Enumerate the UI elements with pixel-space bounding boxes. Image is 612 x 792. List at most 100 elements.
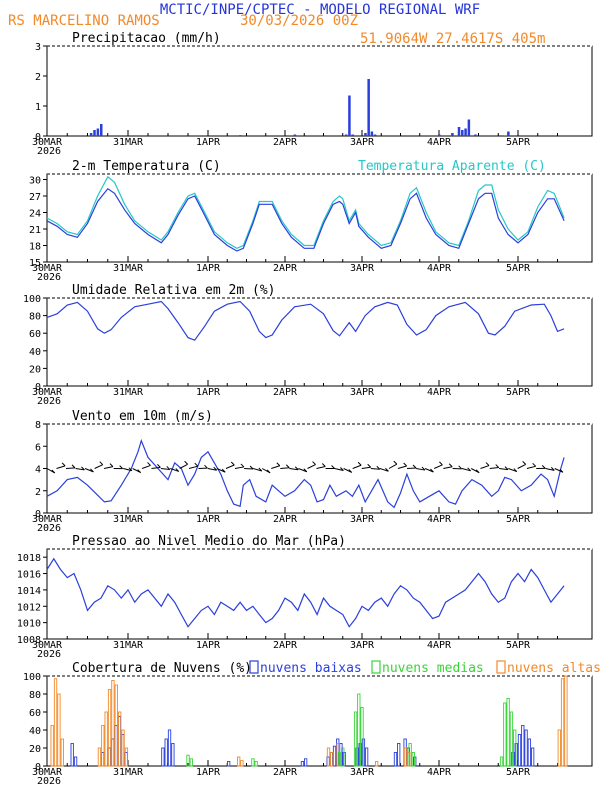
- y-tick-label: 0: [35, 382, 41, 393]
- year-label: 2026: [37, 523, 61, 534]
- wind-barb: [316, 465, 326, 469]
- station-name: RS MARCELINO RAMOS: [8, 13, 160, 29]
- x-tick-label: 1APR: [196, 387, 221, 398]
- cloud-bar: [524, 729, 528, 767]
- y-tick-label: 15: [29, 258, 41, 269]
- wind-barb-flag: [258, 467, 263, 472]
- y-tick-label: 20: [29, 364, 41, 375]
- cloud-bar: [326, 747, 331, 767]
- wind-barb-flag: [175, 468, 180, 472]
- precip-bar: [370, 131, 374, 136]
- wind-barb-flag: [475, 469, 480, 474]
- cloud-bar: [513, 729, 517, 767]
- cloud-bar: [393, 752, 398, 767]
- panel-rh: 0 20 40 60 80 100 30MAR 31MAR 1APR 2APR 3APR 4APR 5A…: [23, 283, 593, 407]
- y-tick-label: 2: [35, 487, 41, 498]
- cloud-bar: [300, 761, 305, 767]
- x-tick-label: 30MAR: [32, 640, 63, 651]
- y-tick-label: 60: [29, 329, 41, 340]
- y-tick-label: 27: [29, 192, 41, 203]
- legend-entry: nuvens baixas: [260, 661, 362, 676]
- wind-barb-flag: [376, 465, 381, 470]
- x-tick-label: 5APR: [506, 137, 531, 148]
- panel-temp: 15 18 21 24 27 30 30MAR 31MAR 1APR 2APR 3APR 4APR 5A…: [29, 159, 593, 283]
- wind-barb-flag: [340, 467, 344, 471]
- wind-barb-flag: [157, 464, 161, 468]
- y-tick-label: 1: [35, 102, 41, 113]
- cloud-bar: [164, 738, 168, 767]
- chart-title: MCTIC/INPE/CPTEC - MODELO REGIONAL WRF: [160, 2, 480, 18]
- x-tick-label: 30MAR: [32, 387, 63, 398]
- cloud-bar: [189, 758, 193, 767]
- x-tick-label: 3APR: [350, 514, 375, 525]
- precip-bar: [367, 79, 370, 136]
- wind-barb-flag: [321, 463, 326, 467]
- wind-barb-flag: [385, 467, 389, 472]
- wind-barb-flag: [109, 463, 114, 467]
- cloud-bar: [60, 738, 64, 767]
- cloud-bar: [360, 707, 364, 767]
- y-tick-label: 4: [35, 465, 41, 476]
- wind-barb-flag: [137, 469, 142, 473]
- wind-barb-flag: [51, 469, 56, 474]
- precip-bar: [373, 134, 377, 136]
- wind-barb-flag: [495, 464, 500, 468]
- cloud-bar: [111, 680, 115, 767]
- wind-barb: [480, 465, 490, 469]
- wind-barb: [307, 464, 316, 469]
- x-tick-label: 5APR: [506, 640, 531, 651]
- wind-barb-flag: [393, 460, 398, 465]
- y-tick-label: 1014: [17, 586, 41, 597]
- wind-barb: [370, 468, 380, 470]
- x-tick-label: 2APR: [273, 514, 298, 525]
- wind-barb-flag: [331, 465, 335, 469]
- cloud-bar: [403, 747, 408, 767]
- cloud-bar: [332, 745, 337, 767]
- x-tick-label: 2APR: [273, 387, 298, 398]
- y-tick-label: 1012: [17, 602, 41, 613]
- plot-frame: [46, 548, 593, 640]
- cloud-bar: [407, 752, 411, 767]
- y-tick-label: 80: [29, 690, 41, 701]
- precip-bar: [474, 134, 477, 136]
- wind-barb-flag: [403, 462, 407, 467]
- wind-barb-flag: [430, 468, 434, 473]
- cloud-bar: [107, 689, 112, 767]
- precip-bar: [93, 130, 96, 136]
- panel-title: Cobertura de Nuvens (%): [72, 661, 252, 676]
- wind-barb: [84, 468, 94, 473]
- precip-bar: [89, 133, 93, 136]
- wind-barb-flag: [412, 464, 417, 469]
- wind-barb-flag: [294, 466, 299, 471]
- wind-barb: [517, 463, 526, 469]
- cloud-bar: [506, 698, 510, 767]
- cloud-bar: [560, 678, 565, 767]
- wind-barb-flag: [249, 465, 254, 470]
- x-tick-label: 3APR: [350, 387, 375, 398]
- wind-barb: [361, 466, 371, 469]
- cloud-bar: [53, 678, 58, 767]
- x-tick-label: 1APR: [196, 640, 221, 651]
- wind-barb-flag: [221, 468, 226, 473]
- series-line: [46, 187, 565, 252]
- cloud-bar: [186, 754, 190, 767]
- y-tick-label: 1010: [17, 619, 41, 630]
- wind-barb: [526, 465, 536, 469]
- panel-precip: 0 1 2 3 30MAR 31MAR 1APR 2APR 3APR 4APR 5APR 2026 Pr…: [32, 31, 593, 157]
- cloud-bar: [503, 702, 507, 767]
- wind-barb-flag: [99, 461, 104, 466]
- x-tick-label: 4APR: [427, 514, 452, 525]
- wind-barb-flag: [439, 461, 443, 466]
- cloud-bar: [527, 738, 532, 767]
- wind-barb: [489, 467, 499, 469]
- year-label: 2026: [37, 146, 61, 157]
- y-tick-label: 8: [35, 420, 41, 431]
- wind-barb-flag: [559, 468, 564, 473]
- cloud-bar: [70, 743, 74, 767]
- cloud-bar: [124, 747, 129, 767]
- plot-frame: [46, 173, 593, 263]
- cloud-bar: [104, 711, 108, 767]
- cloud-bar: [251, 758, 255, 767]
- precip-bar: [503, 135, 507, 136]
